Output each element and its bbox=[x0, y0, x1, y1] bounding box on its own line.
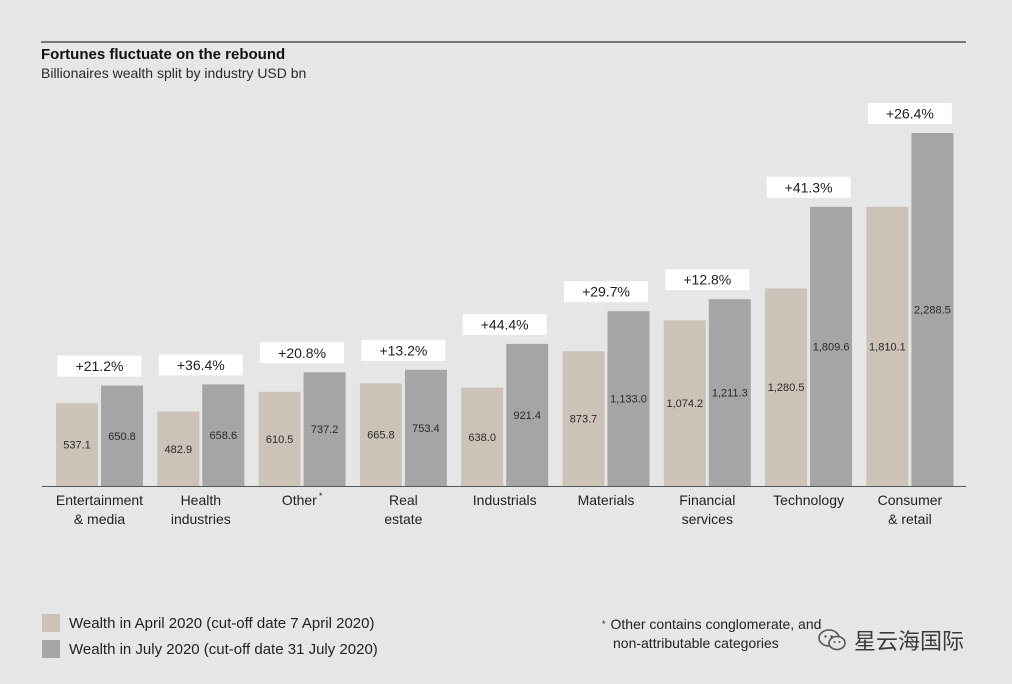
category-label-4: Industrials bbox=[473, 492, 537, 508]
change-box-3 bbox=[361, 339, 446, 361]
bar-label-april-7: 1,280.5 bbox=[768, 382, 805, 394]
legend-swatch-april bbox=[42, 614, 60, 632]
bar-label-july-7: 1,809.6 bbox=[813, 341, 850, 353]
footnote-line2: non-attributable categories bbox=[613, 635, 779, 651]
bar-label-july-2: 737.2 bbox=[311, 424, 339, 436]
category-label-3-line2: estate bbox=[384, 511, 422, 527]
change-label-6: +12.8% bbox=[683, 272, 731, 288]
footnote-marker: * bbox=[602, 619, 606, 629]
change-label-1: +36.4% bbox=[177, 357, 225, 373]
bar-april-3 bbox=[359, 383, 402, 486]
change-box-7 bbox=[766, 176, 851, 198]
bar-july-4 bbox=[506, 343, 549, 486]
bar-july-2 bbox=[303, 372, 346, 486]
category-label-1: Health bbox=[181, 492, 221, 508]
change-label-8: +26.4% bbox=[886, 106, 934, 122]
watermark-text: 星云海国际 bbox=[854, 630, 965, 655]
change-box-2 bbox=[260, 342, 345, 364]
bar-label-july-0: 650.8 bbox=[108, 431, 136, 443]
bar-label-april-5: 873.7 bbox=[570, 414, 598, 426]
category-label-8-line2: & retail bbox=[888, 511, 932, 527]
bar-label-july-6: 1,211.3 bbox=[712, 388, 748, 400]
category-label-2: Other * bbox=[282, 491, 323, 508]
legend-swatch-july bbox=[42, 640, 60, 658]
bar-label-july-1: 658.6 bbox=[210, 430, 238, 442]
change-label-7: +41.3% bbox=[785, 179, 833, 195]
bar-label-april-1: 482.9 bbox=[165, 444, 193, 456]
change-box-1 bbox=[158, 354, 243, 376]
wechat-icon bbox=[818, 629, 846, 651]
change-box-4 bbox=[462, 313, 547, 335]
bar-april-8 bbox=[866, 206, 909, 486]
category-label-7: Technology bbox=[773, 492, 844, 508]
bar-label-july-8: 2,288.5 bbox=[914, 305, 951, 317]
bar-label-april-0: 537.1 bbox=[63, 440, 91, 452]
bar-chart: 537.1 650.8 +21.2% Entertainment & media 482.… bbox=[42, 103, 966, 527]
bar-label-april-8: 1,810.1 bbox=[869, 341, 906, 353]
bar-april-0 bbox=[56, 403, 98, 486]
footnote: * Other contains conglomerate, and non-at… bbox=[602, 615, 821, 653]
category-label-6-line2: services bbox=[682, 511, 733, 527]
chart-title: Fortunes fluctuate on the rebound bbox=[41, 46, 286, 63]
legend-label-april: Wealth in April 2020 (cut-off date 7 Apr… bbox=[69, 614, 375, 632]
chart-subtitle: Billionaires wealth split by industry US… bbox=[41, 65, 307, 81]
category-label-0: Entertainment bbox=[56, 492, 143, 508]
legend-item-july: Wealth in July 2020 (cut-off date 31 Jul… bbox=[42, 640, 378, 658]
change-label-0: +21.2% bbox=[76, 358, 124, 374]
change-label-5: +29.7% bbox=[582, 284, 630, 300]
change-box-5 bbox=[564, 281, 648, 303]
category-label-0-line2: & media bbox=[74, 511, 126, 527]
bar-april-2 bbox=[258, 391, 301, 486]
watermark: 星云海国际 bbox=[818, 624, 964, 656]
change-label-4: +44.4% bbox=[481, 316, 529, 332]
bar-april-1 bbox=[157, 411, 200, 486]
bar-label-july-3: 753.4 bbox=[412, 423, 440, 435]
category-label-5: Materials bbox=[578, 492, 635, 508]
footnote-line1: Other contains conglomerate, and bbox=[610, 616, 822, 632]
change-label-3: +13.2% bbox=[379, 342, 427, 358]
category-label-6: Financial bbox=[679, 492, 735, 508]
bar-april-6 bbox=[663, 320, 706, 486]
bar-label-july-5: 1,133.0 bbox=[610, 394, 647, 406]
category-label-1-line2: industries bbox=[171, 511, 231, 527]
bar-april-4 bbox=[461, 387, 504, 486]
top-rule bbox=[41, 41, 966, 43]
bar-label-april-3: 665.8 bbox=[367, 430, 395, 442]
bar-july-0 bbox=[101, 385, 143, 486]
bar-july-8 bbox=[911, 133, 954, 486]
bar-label-april-2: 610.5 bbox=[266, 434, 294, 446]
bar-july-5 bbox=[607, 311, 650, 486]
legend-label-july: Wealth in July 2020 (cut-off date 31 Jul… bbox=[69, 640, 378, 658]
change-box-6 bbox=[665, 269, 750, 291]
category-marker-2: * bbox=[319, 491, 323, 501]
bar-july-3 bbox=[404, 369, 447, 486]
bar-label-april-4: 638.0 bbox=[468, 432, 496, 444]
change-box-0 bbox=[57, 355, 142, 377]
bar-july-7 bbox=[810, 206, 853, 486]
legend-item-april: Wealth in April 2020 (cut-off date 7 Apr… bbox=[42, 614, 374, 632]
bar-july-1 bbox=[202, 384, 245, 486]
category-label-3: Real bbox=[389, 492, 418, 508]
bar-label-july-4: 921.4 bbox=[513, 410, 541, 422]
bar-april-5 bbox=[562, 351, 605, 486]
category-label-8: Consumer bbox=[878, 492, 943, 508]
change-box-8 bbox=[867, 103, 952, 124]
bar-july-6 bbox=[708, 299, 751, 486]
bar-april-7 bbox=[765, 288, 808, 486]
change-label-2: +20.8% bbox=[278, 345, 326, 361]
bar-label-april-6: 1,074.2 bbox=[666, 398, 703, 410]
